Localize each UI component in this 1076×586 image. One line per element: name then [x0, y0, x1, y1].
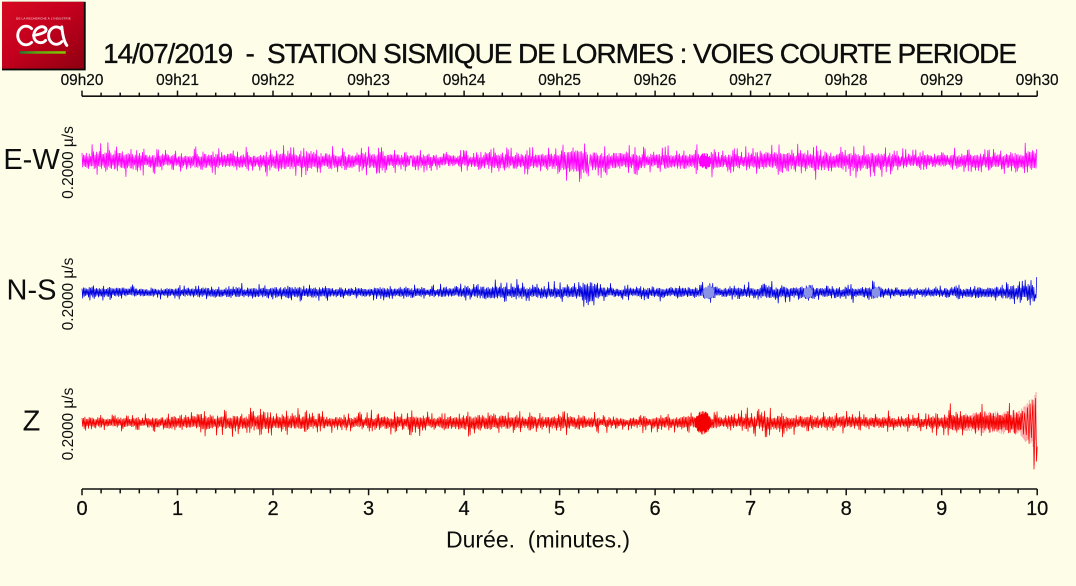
svg-text:0.2000 µ/s: 0.2000 µ/s — [60, 126, 77, 199]
svg-text:8: 8 — [841, 498, 852, 520]
svg-text:09h29: 09h29 — [920, 72, 963, 89]
svg-text:09h22: 09h22 — [252, 72, 295, 89]
svg-text:2: 2 — [267, 498, 278, 520]
svg-text:09h30: 09h30 — [1016, 72, 1059, 89]
svg-text:0.2000 µ/s: 0.2000 µ/s — [60, 387, 77, 460]
svg-text:09h25: 09h25 — [538, 72, 581, 89]
svg-text:5: 5 — [554, 498, 565, 520]
svg-text:09h21: 09h21 — [156, 72, 199, 89]
svg-text:09h28: 09h28 — [825, 72, 868, 89]
svg-text:0.2000 µ/s: 0.2000 µ/s — [60, 257, 77, 330]
svg-text:7: 7 — [745, 498, 756, 520]
svg-text:09h27: 09h27 — [729, 72, 772, 89]
svg-text:DE LA RECHERCHE À L'INDUSTRIE: DE LA RECHERCHE À L'INDUSTRIE — [16, 17, 71, 21]
svg-text:6: 6 — [650, 498, 661, 520]
svg-text:N-S: N-S — [7, 275, 57, 307]
svg-text:Z: Z — [23, 406, 41, 438]
svg-text:4: 4 — [459, 498, 470, 520]
svg-text:14/07/2019 - STATION SISMIQU: 14/07/2019 - STATION SISMIQUE DE LORMES … — [103, 38, 1017, 69]
svg-text:09h23: 09h23 — [347, 72, 390, 89]
svg-text:09h20: 09h20 — [61, 72, 104, 89]
svg-text:0: 0 — [76, 498, 87, 520]
svg-text:09h24: 09h24 — [443, 72, 486, 89]
svg-text:Durée. (minutes.): Durée. (minutes.) — [446, 527, 630, 553]
svg-text:10: 10 — [1026, 498, 1048, 520]
svg-text:3: 3 — [363, 498, 374, 520]
svg-text:09h26: 09h26 — [634, 72, 677, 89]
svg-text:E-W: E-W — [3, 144, 60, 176]
svg-text:1: 1 — [172, 498, 183, 520]
svg-text:9: 9 — [936, 498, 947, 520]
